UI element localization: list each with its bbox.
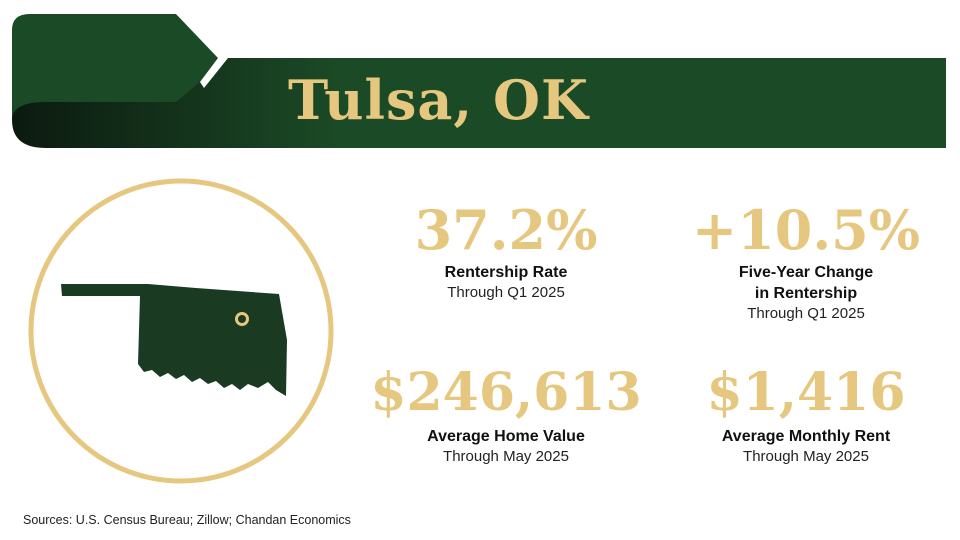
stat-five-year-change: +10.5% Five-Year Change in Rentership Th… (656, 198, 956, 323)
stat-average-home-value: $246,613 Average Home Value Through May … (356, 360, 656, 466)
sources-note: Sources: U.S. Census Bureau; Zillow; Cha… (23, 513, 351, 527)
header-banner: Tulsa, OK (0, 0, 960, 160)
stat-label-line1: Five-Year Change (738, 264, 874, 281)
stat-label: Average Home Value (427, 428, 585, 445)
banner-ribbon-graphic (12, 14, 946, 148)
stat-value: +10.5% (691, 198, 921, 262)
tulsa-location-marker-icon (235, 312, 249, 326)
stat-average-monthly-rent: $1,416 Average Monthly Rent Through May … (656, 360, 956, 466)
stat-label: Rentership Rate (444, 264, 568, 281)
stat-value: $1,416 (706, 362, 906, 423)
stat-subtext: Through Q1 2025 (447, 284, 565, 301)
stat-value: 37.2% (414, 198, 598, 262)
stat-subtext: Through Q1 2025 (747, 305, 865, 322)
oklahoma-map-icon (28, 178, 334, 489)
stat-subtext: Through May 2025 (443, 448, 569, 465)
stat-label: Average Monthly Rent (721, 428, 891, 445)
stat-rentership-rate: 37.2% Rentership Rate Through Q1 2025 (356, 198, 656, 302)
page-title: Tulsa, OK (288, 68, 589, 132)
stat-value: $246,613 (370, 362, 642, 423)
stat-label-line2: in Rentership (754, 285, 858, 302)
stat-subtext: Through May 2025 (743, 448, 869, 465)
